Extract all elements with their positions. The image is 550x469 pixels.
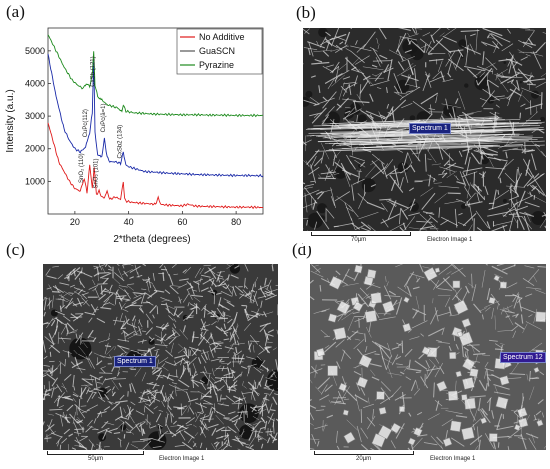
sem-image-b: Spectrum 1 70µm Electron Image 1 [303, 28, 546, 246]
scale-bar-b: 70µm Electron Image 1 [303, 231, 546, 246]
peak-annotation: CuPc(ā=1) [101, 104, 107, 133]
series-line-no-additive [47, 122, 263, 210]
plot-frame [47, 27, 264, 215]
panel-label-b: (b) [296, 3, 316, 22]
panel-label-c: (c) [6, 240, 25, 259]
x-tick-label: 60 [177, 217, 187, 227]
scale-bar-c: 50µm Electron Image 1 [43, 450, 278, 465]
y-tick-label: 4000 [25, 78, 45, 88]
scale-label-c: 50µm [88, 456, 104, 462]
scale-bar-d: 20µm Electron Image 1 [310, 450, 546, 464]
y-tick-label: 2000 [25, 144, 45, 154]
electron-image-label-b: Electron Image 1 [427, 237, 473, 243]
legend: No Additive GuaSCN Pyrazine [176, 28, 263, 75]
y-axis-label: Intensity (a.u.) [5, 89, 16, 152]
scale-label-b: 70µm [351, 237, 367, 243]
peak-annotation: CxSb2 (134) [117, 125, 123, 159]
y-tick-label: 5000 [25, 46, 45, 56]
spectrum-label-b: Spectrum 1 [409, 123, 451, 134]
x-tick-label: 40 [124, 217, 134, 227]
peak-annotation: CxSb (121) [91, 56, 97, 86]
legend-label-guascn: GuaSCN [199, 46, 235, 56]
sem-image-c: Spectrum 1 50µm Electron Image 1 [43, 264, 278, 465]
electron-image-label-d: Electron Image 1 [430, 456, 476, 462]
legend-label-no-additive: No Additive [199, 32, 245, 42]
spectrum-label-c: Spectrum 1 [114, 356, 156, 367]
x-axis-label: 2*theta (degrees) [113, 234, 190, 245]
series-line-pyrazine [47, 34, 264, 118]
xrd-chart: SnO₂ (110) SnO₂ (101) CuPc(112) CxSb (121) C… [5, 27, 264, 245]
scale-label-d: 20µm [356, 456, 372, 462]
peak-annotation: SnO₂ (101) [94, 158, 100, 188]
panel-label-a: (a) [6, 2, 25, 21]
y-tick-label: 3000 [25, 111, 45, 121]
electron-image-label-c: Electron Image 1 [159, 456, 205, 462]
peak-annotation: CuPc(112) [83, 109, 89, 137]
spectrum-label-d: Spectrum 12 [500, 352, 546, 363]
sem-image-d: Spectrum 12 20µm Electron Image 1 [310, 264, 546, 464]
series-line-guascn [47, 53, 264, 178]
legend-label-pyrazine: Pyrazine [199, 60, 234, 70]
peak-annotation: SnO₂ (110) [79, 153, 85, 183]
x-tick-label: 80 [231, 217, 241, 227]
y-tick-label: 1000 [25, 176, 45, 186]
x-tick-label: 20 [70, 217, 80, 227]
